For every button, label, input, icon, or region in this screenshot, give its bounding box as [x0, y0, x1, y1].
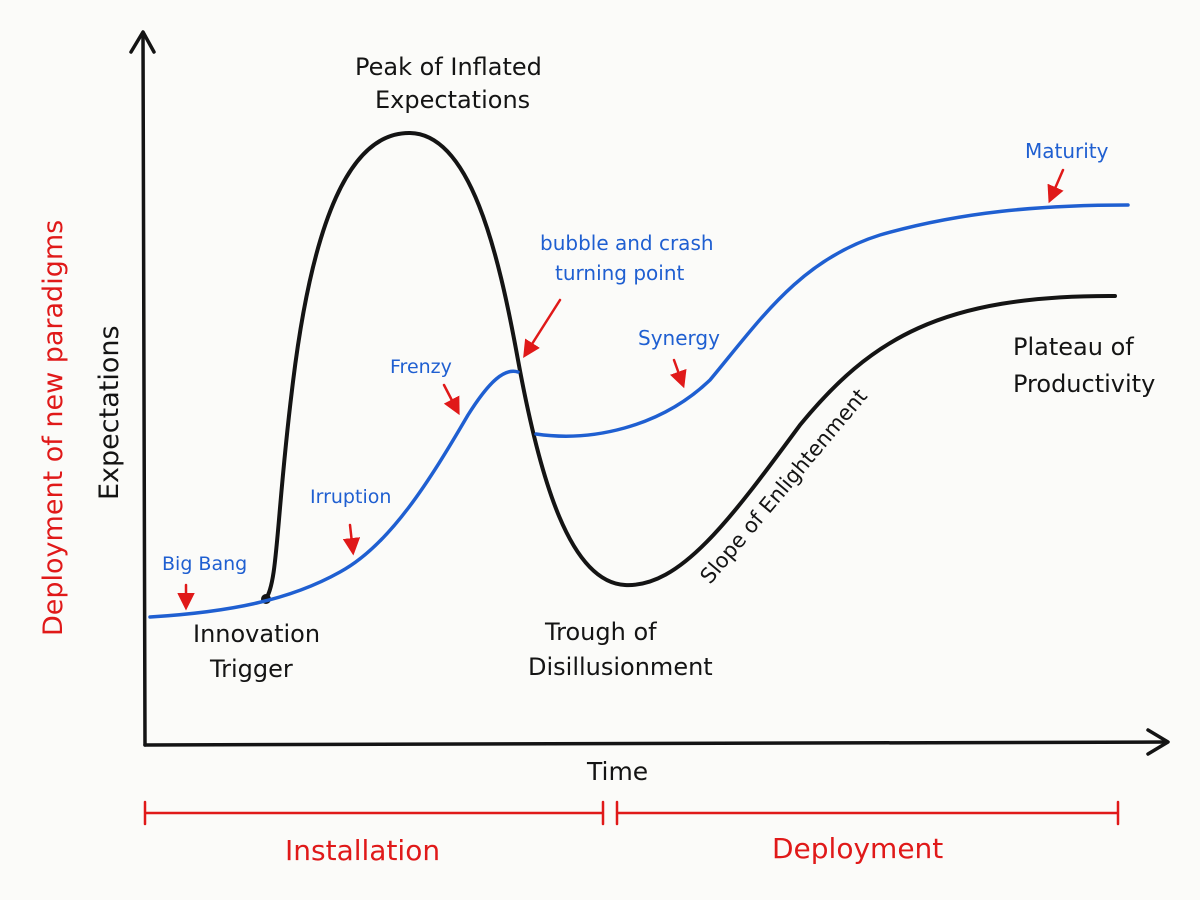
- turning-point-arrow: [523, 298, 562, 358]
- trough-label-line2: Disillusionment: [528, 653, 713, 681]
- paradigm-labels: Big Bang Irruption Frenzy bubble and cra…: [162, 139, 1109, 575]
- frenzy-arrow: [442, 383, 460, 416]
- irruption-label: Irruption: [310, 486, 391, 508]
- irruption-arrow: [342, 523, 361, 556]
- turning-point-label-line1: bubble and crash: [540, 231, 714, 255]
- annotation-arrows: [177, 168, 1065, 611]
- paradigm-axis-label: Deployment of new paradigms: [38, 220, 69, 636]
- hype-cycle-labels: Peak of Inflated Expectations Innovation…: [193, 53, 1155, 683]
- axes: [129, 30, 1170, 756]
- y-axis-arrowhead: [129, 30, 156, 54]
- peak-label-line2: Expectations: [375, 86, 530, 114]
- peak-label-line1: Peak of Inflated: [355, 53, 542, 81]
- trough-label-line1: Trough of: [544, 618, 657, 646]
- installation-bracket: [143, 800, 605, 826]
- plateau-label-line2: Productivity: [1013, 370, 1155, 398]
- deployment-label: Deployment: [772, 832, 943, 865]
- x-axis-line: [143, 740, 1168, 747]
- hype-cycle-curve: [263, 130, 1117, 602]
- paradigm-curve-continued: [534, 203, 1130, 438]
- y-axis-line: [141, 32, 147, 747]
- deployment-bracket: [615, 800, 1120, 826]
- synergy-label: Synergy: [638, 326, 720, 350]
- phase-brackets: [143, 800, 1120, 826]
- x-axis-label: Time: [586, 757, 648, 786]
- maturity-arrow: [1047, 168, 1065, 204]
- synergy-arrow: [670, 358, 687, 389]
- plateau-label-line1: Plateau of: [1013, 333, 1134, 361]
- paradigm-curve: [148, 369, 520, 619]
- big-bang-label: Big Bang: [162, 553, 247, 575]
- trigger-label-line1: Innovation: [193, 620, 320, 648]
- frenzy-label: Frenzy: [390, 356, 452, 378]
- trigger-label-line2: Trigger: [209, 655, 293, 683]
- maturity-label: Maturity: [1025, 139, 1109, 163]
- turning-point-label-line2: turning point: [555, 261, 685, 285]
- slope-label: Slope of Enlightenment: [695, 384, 872, 588]
- installation-label: Installation: [285, 834, 440, 867]
- y-axis-label: Expectations: [94, 325, 125, 500]
- x-axis-arrowhead: [1146, 728, 1170, 756]
